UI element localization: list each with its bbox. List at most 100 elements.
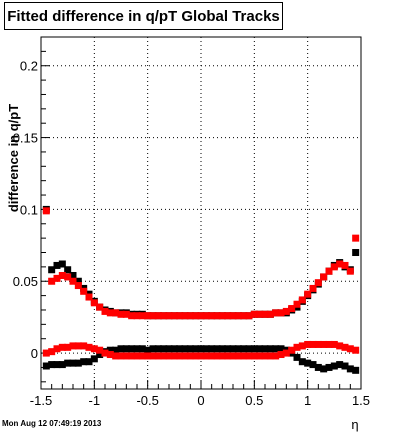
red-marker	[85, 343, 93, 351]
red-marker	[336, 260, 344, 268]
red-marker	[128, 352, 136, 360]
red-marker	[240, 352, 248, 360]
red-marker	[197, 352, 205, 360]
red-marker	[90, 345, 98, 353]
black-marker	[245, 345, 253, 353]
red-marker	[96, 346, 104, 354]
red-marker	[112, 352, 120, 360]
red-marker	[309, 340, 317, 348]
red-marker	[154, 352, 162, 360]
red-marker	[261, 310, 269, 318]
red-marker	[352, 346, 360, 354]
black-marker	[218, 345, 226, 353]
red-marker	[218, 312, 226, 320]
red-marker	[192, 352, 200, 360]
x-tick-label: 0.5	[245, 393, 263, 408]
black-marker	[170, 345, 178, 353]
red-marker	[336, 342, 344, 350]
red-marker	[53, 274, 61, 282]
red-marker	[224, 352, 232, 360]
red-marker	[261, 352, 269, 360]
black-marker	[160, 345, 168, 353]
red-marker	[106, 351, 114, 359]
red-marker	[133, 352, 141, 360]
black-marker	[128, 345, 136, 353]
y-tick-label: 0.2	[20, 59, 38, 74]
black-marker	[42, 362, 50, 370]
red-marker	[101, 349, 109, 357]
red-marker	[325, 340, 333, 348]
red-marker	[154, 312, 162, 320]
red-marker	[298, 296, 306, 304]
black-marker	[250, 345, 258, 353]
black-marker	[112, 346, 120, 354]
red-marker	[277, 309, 285, 317]
red-marker	[282, 307, 290, 315]
red-marker	[96, 303, 104, 311]
red-marker	[165, 352, 173, 360]
black-marker	[314, 363, 322, 371]
black-marker	[64, 359, 72, 367]
axis-ticks	[40, 50, 362, 389]
red-marker	[277, 351, 285, 359]
red-marker	[176, 312, 184, 320]
red-marker	[186, 312, 194, 320]
red-marker	[181, 312, 189, 320]
black-marker	[240, 345, 248, 353]
red-marker	[197, 312, 205, 320]
y-tick-label: 0.1	[20, 202, 38, 217]
black-marker	[58, 260, 66, 268]
black-marker	[330, 362, 338, 370]
red-marker	[64, 273, 72, 281]
y-axis-label: difference in q/pT	[6, 104, 21, 212]
timestamp: Mon Aug 12 07:49:19 2013	[2, 419, 102, 428]
red-marker	[293, 300, 301, 308]
black-marker	[293, 353, 301, 361]
red-marker	[298, 342, 306, 350]
y-tick-labels: 0 0.05 0.1 0.15 0.2	[13, 59, 38, 361]
red-marker	[256, 352, 264, 360]
grid	[41, 37, 361, 389]
red-marker	[138, 312, 146, 320]
red-marker	[330, 263, 338, 271]
red-marker	[80, 342, 88, 350]
x-tick-label: -1.5	[30, 393, 52, 408]
red-marker	[314, 340, 322, 348]
red-marker	[234, 352, 242, 360]
red-marker	[229, 312, 237, 320]
red-marker	[74, 282, 82, 290]
red-marker	[272, 309, 280, 317]
red-marker	[208, 312, 216, 320]
red-marker	[266, 310, 274, 318]
red-marker	[250, 310, 258, 318]
black-marker	[256, 345, 264, 353]
black-marker	[352, 366, 360, 374]
black-marker	[202, 345, 210, 353]
red-marker	[309, 284, 317, 292]
red-marker	[202, 352, 210, 360]
black-marker	[320, 365, 328, 373]
black-marker	[133, 345, 141, 353]
black-marker	[181, 345, 189, 353]
red-marker	[69, 342, 77, 350]
black-marker	[304, 359, 312, 367]
black-marker	[352, 249, 360, 257]
red-marker	[272, 352, 280, 360]
chart-title: Fitted difference in q/pT Global Tracks	[4, 2, 283, 30]
black-marker	[192, 345, 200, 353]
red-marker	[53, 345, 61, 353]
black-marker	[346, 365, 354, 373]
black-marker	[186, 345, 194, 353]
red-marker	[245, 352, 253, 360]
red-marker	[160, 312, 168, 320]
red-marker	[160, 352, 168, 360]
red-marker	[213, 312, 221, 320]
x-tick-labels: -1.5 -1 -0.5 0 0.5 1 1.5	[30, 393, 370, 408]
y-tick-label: 0	[31, 346, 38, 361]
red-marker	[320, 273, 328, 281]
black-marker	[48, 361, 56, 369]
x-axis-label: η	[351, 417, 358, 432]
red-marker	[64, 343, 72, 351]
black-marker	[197, 345, 205, 353]
